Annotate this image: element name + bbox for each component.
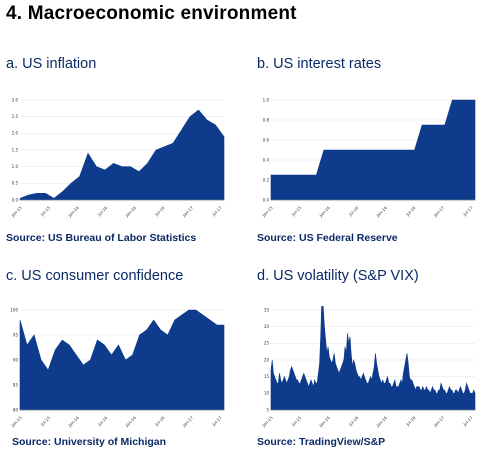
panel-b-source: Source: US Federal Reserve [257, 232, 398, 244]
y-tick-label: 0.2 [263, 177, 270, 182]
chart-svg: 1.0 0.8 0.6 0.4 0.2 0.0 Jan-15 Jul-15 Jan-16 Jul-… [260, 97, 476, 219]
x-tick-label: Jan-15 [260, 415, 274, 429]
panel-a-title: a. US inflation [6, 56, 97, 72]
x-tick-label: Jul-17 [210, 415, 223, 428]
x-tick-label: Jan-16 [318, 415, 332, 429]
x-tick-label: Jan-15 [9, 205, 23, 219]
y-tick-label: 90 [13, 357, 19, 362]
x-tick-label: Jan-17 [432, 205, 446, 219]
x-tick-label: Jan-17 [432, 415, 446, 429]
x-tick-label: Jul-15 [290, 415, 303, 428]
series-area [270, 306, 476, 411]
y-tick-label: 3.0 [12, 97, 19, 102]
x-tick-label: Jul-16 [96, 415, 109, 428]
y-tick-label: 0.0 [263, 197, 270, 202]
x-tick-label: Jan-16 [124, 415, 138, 429]
x-tick-label: Jul-16 [404, 205, 417, 218]
x-tick-label: Jul-15 [290, 205, 303, 218]
inflation-chart: 3.0 2.5 2.0 1.5 1.0 0.5 0.0 Jan-15 Jul-15 Jan-16 J… [6, 96, 228, 222]
x-tick-label: Jan-16 [375, 415, 389, 429]
x-tick-label: Jan-16 [67, 415, 81, 429]
x-tick-label: Jul-17 [210, 205, 223, 218]
y-tick-label: 20 [264, 357, 270, 362]
y-tick-label: 2.0 [12, 131, 19, 136]
consumer-confidence-chart: 100 95 90 85 80 Jan-15 Jul-15 Jan-16 Jul-16 Jan-1… [6, 306, 228, 432]
y-tick-label: 5 [266, 407, 269, 412]
x-tick-label: Jul-16 [347, 415, 360, 428]
x-tick-label: Jul-17 [461, 205, 474, 218]
x-tick-label: Jul-17 [461, 415, 474, 428]
y-tick-label: 0.4 [263, 157, 270, 162]
y-tick-label: 35 [264, 307, 270, 312]
y-tick-label: 1.0 [12, 164, 19, 169]
page-title: 4. Macroeconomic environment [6, 3, 297, 24]
y-tick-label: 1.5 [12, 147, 19, 152]
x-tick-label: Jul-15 [39, 415, 52, 428]
x-tick-label: Jan-16 [124, 205, 138, 219]
panel-c-source: Source: University of Michigan [12, 436, 167, 448]
y-tick-label: 15 [264, 374, 270, 379]
panel-d-title: d. US volatility (S&P VIX) [257, 268, 419, 284]
y-tick-label: 10 [264, 391, 270, 396]
y-tick-label: 85 [13, 382, 19, 387]
x-tick-label: Jan-16 [318, 205, 332, 219]
y-tick-label: 30 [264, 324, 270, 329]
series-area [19, 109, 225, 201]
chart-svg: 100 95 90 85 80 Jan-15 Jul-15 Jan-16 Jul-16 Jan-1… [9, 307, 225, 429]
chart-svg: 3.0 2.5 2.0 1.5 1.0 0.5 0.0 Jan-15 Jul-15 Jan-16 J… [9, 97, 225, 219]
y-tick-label: 0.0 [12, 197, 19, 202]
x-tick-label: Jul-15 [39, 205, 52, 218]
series-area [19, 309, 225, 411]
y-tick-label: 0.8 [263, 117, 270, 122]
x-tick-label: Jul-16 [153, 415, 166, 428]
x-tick-label: Jan-17 [181, 415, 195, 429]
interest-rates-chart: 1.0 0.8 0.6 0.4 0.2 0.0 Jan-15 Jul-15 Jan-16 Jul-… [257, 96, 479, 222]
panel-a-source: Source: US Bureau of Labor Statistics [6, 232, 197, 244]
panel-b-title: b. US interest rates [257, 56, 382, 72]
x-tick-label: Jul-16 [153, 205, 166, 218]
y-tick-label: 80 [13, 407, 19, 412]
x-tick-label: Jan-16 [375, 205, 389, 219]
x-tick-label: Jan-15 [260, 205, 274, 219]
x-tick-label: Jul-16 [347, 205, 360, 218]
y-tick-label: 25 [264, 341, 270, 346]
x-tick-label: Jan-17 [181, 205, 195, 219]
volatility-chart: 35 30 25 20 15 10 5 Jan-15 Jul-15 Jan-16 Jul-16 Jan… [257, 306, 479, 432]
x-tick-label: Jan-16 [67, 205, 81, 219]
y-tick-label: 95 [13, 332, 19, 337]
y-tick-label: 100 [10, 307, 18, 312]
y-tick-label: 0.5 [12, 181, 19, 186]
x-tick-label: Jul-16 [404, 415, 417, 428]
x-tick-label: Jan-15 [9, 415, 23, 429]
y-tick-label: 1.0 [263, 97, 270, 102]
y-tick-label: 0.6 [263, 137, 270, 142]
chart-svg: 35 30 25 20 15 10 5 Jan-15 Jul-15 Jan-16 Jul-16 Jan… [260, 306, 476, 429]
series-area [270, 99, 476, 201]
x-tick-label: Jul-16 [96, 205, 109, 218]
y-tick-label: 2.5 [12, 114, 19, 119]
panel-d-source: Source: TradingView/S&P [257, 436, 386, 448]
panel-c-title: c. US consumer confidence [6, 268, 184, 284]
